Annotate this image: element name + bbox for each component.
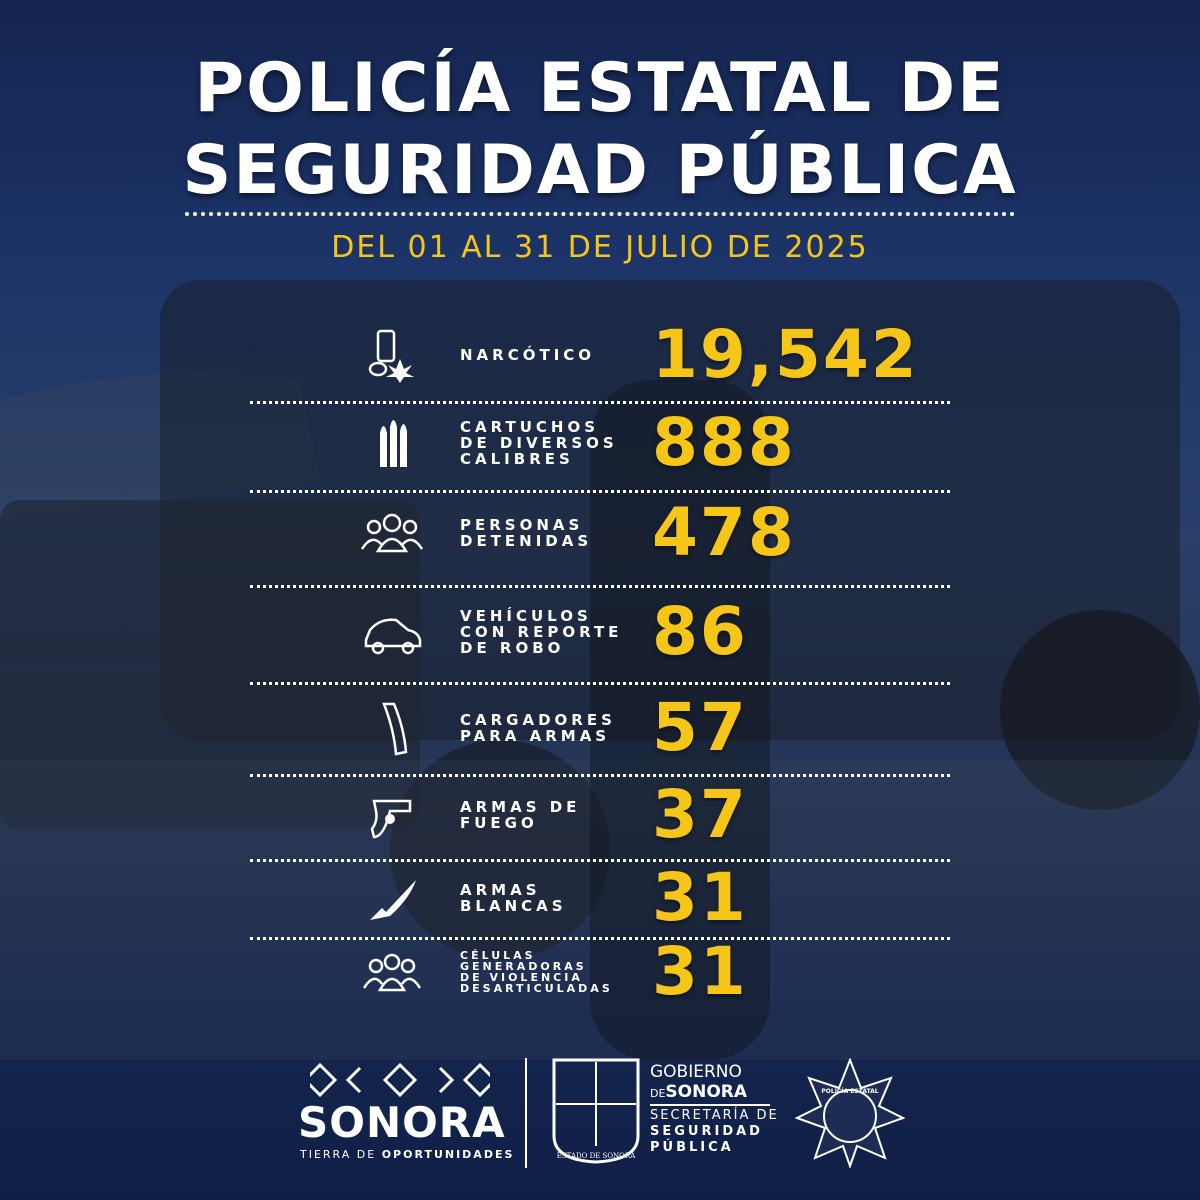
gov-sonora: SONORA — [665, 1082, 748, 1102]
label-line: CARGADORES — [460, 711, 616, 729]
separator — [525, 1058, 527, 1168]
label-line: ARMAS DE — [460, 798, 581, 816]
label-line: FUEGO — [460, 814, 538, 832]
row-divider — [250, 858, 950, 862]
row-divider — [250, 682, 950, 685]
stat-value: 31 — [652, 933, 748, 1010]
label-line: PERSONAS — [460, 516, 584, 534]
gov-line1: GOBIERNO — [650, 1062, 742, 1082]
stat-value: 37 — [652, 776, 748, 853]
label-line: DETENIDAS — [460, 532, 593, 550]
label-line: NARCÓTICO — [460, 346, 596, 364]
row-divider — [250, 490, 950, 493]
stat-icon — [382, 702, 408, 756]
stat-icon — [360, 513, 424, 553]
stat-value: 888 — [652, 404, 796, 481]
stat-icon — [362, 953, 422, 992]
gov-de: DE — [650, 1087, 666, 1100]
tagline-bold: OPORTUNIDADES — [381, 1148, 515, 1161]
stat-label: CÉLULAS GENERADORAS DE VIOLENCIA DESARTICUL… — [460, 950, 613, 994]
footer: SONORA TIERRA DE OPORTUNIDADES ESTADO DE… — [0, 1050, 1200, 1200]
label-line: CARTUCHOS — [460, 418, 600, 436]
seguridad: SEGURIDAD — [650, 1124, 763, 1139]
stat-value: 478 — [652, 494, 796, 571]
label-line: GENERADORAS — [460, 960, 587, 973]
gov-rule — [650, 1104, 770, 1106]
stat-value: 86 — [652, 593, 748, 670]
stat-value: 19,542 — [652, 316, 919, 393]
label-line: CALIBRES — [460, 450, 574, 468]
stat-label: VEHÍCULOS CON REPORTE DE ROBO — [460, 608, 622, 656]
tagline: TIERRA DE OPORTUNIDADES — [300, 1148, 514, 1161]
stat-label: NARCÓTICO — [460, 347, 595, 363]
state-shield — [552, 1058, 640, 1164]
label-line: PARA ARMAS — [460, 727, 611, 745]
label-line: VEHÍCULOS — [460, 607, 592, 625]
stat-value: 31 — [652, 859, 748, 936]
stat-value: 57 — [652, 689, 748, 766]
title: POLICÍA ESTATAL DE SEGURIDAD PÚBLICA — [0, 48, 1200, 212]
row-divider — [250, 584, 950, 588]
label-line: DE VIOLENCIA — [460, 971, 583, 984]
gov-line2: DESONORA — [650, 1082, 747, 1102]
stat-label: CARTUCHOS DE DIVERSOS CALIBRES — [460, 419, 618, 467]
label-line: ARMAS — [460, 881, 541, 899]
police-badge — [795, 1058, 905, 1168]
brand: SONORA — [298, 1098, 506, 1147]
stat-label: ARMAS DE FUEGO — [460, 799, 580, 831]
stat-label: CARGADORES PARA ARMAS — [460, 712, 616, 744]
stat-label: PERSONAS DETENIDAS — [460, 517, 592, 549]
divider — [185, 212, 1015, 216]
label-line: CON REPORTE — [460, 623, 623, 641]
label-line: DESARTICULADAS — [460, 982, 613, 995]
badge-text: POLICÍA ESTATAL — [821, 1088, 879, 1095]
secretaria: SECRETARÍA DE — [650, 1108, 779, 1123]
stat-icon — [370, 880, 416, 920]
publica: PÚBLICA — [650, 1140, 734, 1155]
stat-label: ARMAS BLANCAS — [460, 882, 567, 914]
stat-icon — [380, 420, 407, 467]
row-divider — [250, 937, 950, 940]
label-line: DE ROBO — [460, 639, 565, 657]
stat-icon — [370, 799, 412, 839]
label-line: DE DIVERSOS — [460, 434, 618, 452]
tagline-prefix: TIERRA DE — [300, 1148, 377, 1161]
sonora-pattern — [310, 1062, 490, 1098]
row-divider — [250, 401, 950, 404]
stat-icon — [368, 329, 414, 383]
shield-text: ESTADO DE SONORA — [556, 1152, 636, 1160]
label-line: CÉLULAS — [460, 949, 536, 962]
label-line: BLANCAS — [460, 897, 567, 915]
subtitle: DEL 01 AL 31 DE JULIO DE 2025 — [331, 230, 869, 265]
title-line: POLICÍA ESTATAL DE — [194, 49, 1006, 128]
stat-icon — [364, 618, 422, 655]
title-line: SEGURIDAD PÚBLICA — [182, 131, 1018, 210]
row-divider — [250, 773, 950, 777]
